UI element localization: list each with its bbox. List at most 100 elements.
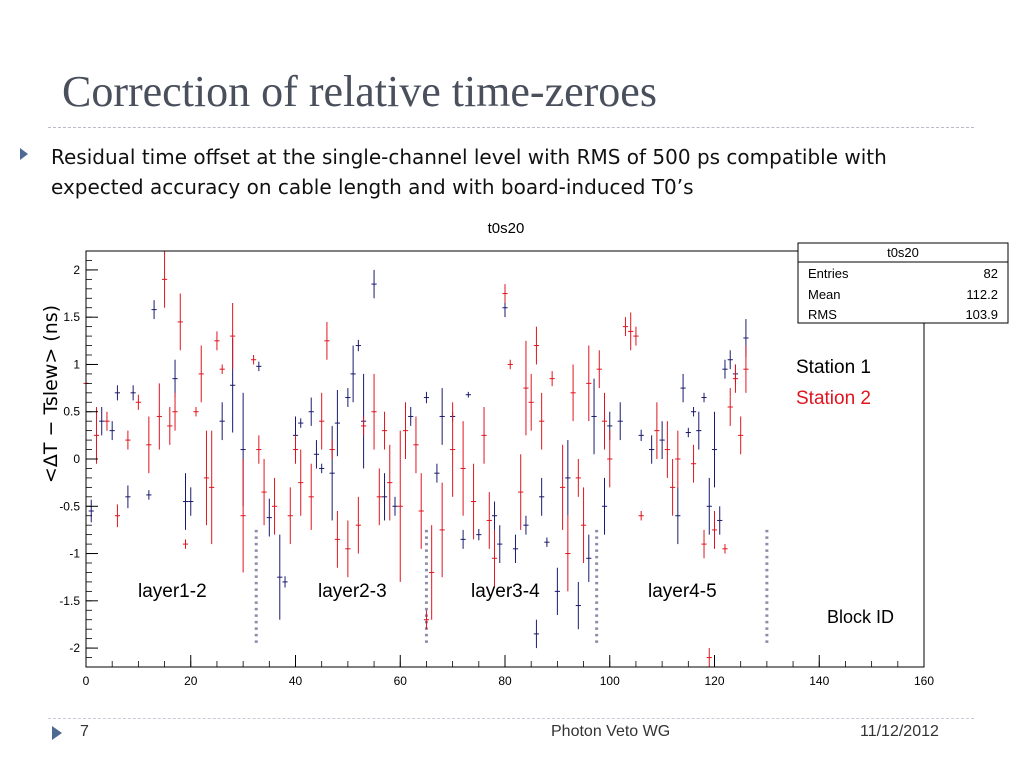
data-point <box>706 477 712 535</box>
layer-label-1-2: layer1-2 <box>138 581 207 602</box>
data-point <box>601 477 608 535</box>
stats-entries-value: 82 <box>984 266 998 281</box>
data-point <box>387 444 393 521</box>
data-point <box>130 385 136 401</box>
layer-label-4-5: layer4-5 <box>648 581 717 602</box>
data-point <box>334 389 340 457</box>
data-point <box>423 391 430 404</box>
footer-divider <box>48 718 974 719</box>
slide-title: Correction of relative time-zeroes <box>62 67 657 116</box>
data-point <box>680 373 686 403</box>
data-point <box>308 397 314 426</box>
data-point <box>350 345 356 403</box>
data-point <box>476 528 482 541</box>
x-tick-label: 20 <box>184 674 198 688</box>
data-point <box>711 511 718 549</box>
title-divider <box>48 127 974 128</box>
data-point <box>408 407 414 426</box>
data-point <box>743 345 749 393</box>
data-point <box>198 345 204 403</box>
data-point <box>727 350 733 370</box>
data-point <box>88 499 94 523</box>
data-point <box>418 473 424 549</box>
data-point <box>659 421 665 459</box>
data-point <box>319 463 325 474</box>
data-point <box>528 373 534 431</box>
data-point <box>481 407 487 464</box>
data-point <box>565 515 571 592</box>
data-point <box>460 421 466 516</box>
data-point <box>675 430 681 488</box>
data-point <box>586 345 592 422</box>
data-point <box>261 459 267 526</box>
data-point <box>135 394 141 410</box>
data-point <box>360 416 367 436</box>
data-point <box>738 416 744 455</box>
data-point <box>219 364 225 374</box>
data-point <box>575 459 581 497</box>
legend-station-2: Station 2 <box>796 388 871 409</box>
data-point <box>690 407 697 417</box>
data-point <box>371 373 377 450</box>
data-point <box>460 529 466 549</box>
y-tick-label: -2 <box>69 641 80 655</box>
x-tick-label: 0 <box>83 674 90 688</box>
data-point <box>193 407 199 417</box>
data-point <box>649 435 655 464</box>
data-point <box>486 492 492 549</box>
data-point <box>219 402 225 441</box>
data-point <box>256 361 262 372</box>
data-point <box>329 440 335 459</box>
data-point <box>182 473 189 530</box>
data-point <box>701 529 707 559</box>
x-tick-label: 80 <box>498 674 512 688</box>
data-point <box>544 537 550 547</box>
data-point <box>664 421 670 478</box>
data-point <box>523 515 529 535</box>
data-point <box>554 567 560 615</box>
data-point <box>491 529 498 587</box>
data-point <box>696 411 702 450</box>
stats-title: t0s20 <box>887 245 919 260</box>
stats-rms-label: RMS <box>808 307 837 322</box>
data-point <box>177 293 183 351</box>
data-point <box>690 444 697 483</box>
y-tick-label: 0 <box>73 452 80 466</box>
data-point <box>565 440 571 516</box>
data-point <box>439 388 445 445</box>
bullet-arrow-icon <box>20 148 28 160</box>
data-point <box>298 418 304 428</box>
y-tick-label: -1 <box>69 547 80 561</box>
data-point <box>491 501 498 530</box>
y-tick-label: 1.5 <box>63 310 80 324</box>
legend-station-1: Station 1 <box>796 357 871 378</box>
data-point <box>172 359 178 398</box>
data-point <box>93 407 100 464</box>
data-point <box>717 506 723 535</box>
y-axis: 2 1.5 1 0.5 0 -0.5 -1 -1.5 -2 <box>59 250 98 668</box>
station2-series <box>83 251 749 667</box>
data-point <box>287 487 293 545</box>
x-tick-label: 140 <box>809 674 829 688</box>
data-point <box>429 525 435 620</box>
data-point <box>188 487 194 516</box>
stats-mean-value: 112.2 <box>966 287 998 302</box>
data-point <box>539 477 545 516</box>
station1-series <box>88 269 749 649</box>
data-point <box>161 251 168 308</box>
data-point <box>413 416 419 474</box>
data-point <box>580 487 587 563</box>
data-point <box>381 411 388 450</box>
data-point <box>570 364 576 422</box>
data-point <box>240 459 246 573</box>
data-point <box>313 440 320 469</box>
y-axis-label: <ΔT − Tslew> (ns) <box>40 305 62 483</box>
data-point <box>633 326 639 346</box>
data-point <box>324 321 330 360</box>
data-point <box>355 496 361 554</box>
data-point <box>539 392 545 450</box>
data-point <box>675 487 681 545</box>
data-point <box>722 359 728 379</box>
data-point <box>292 435 299 464</box>
